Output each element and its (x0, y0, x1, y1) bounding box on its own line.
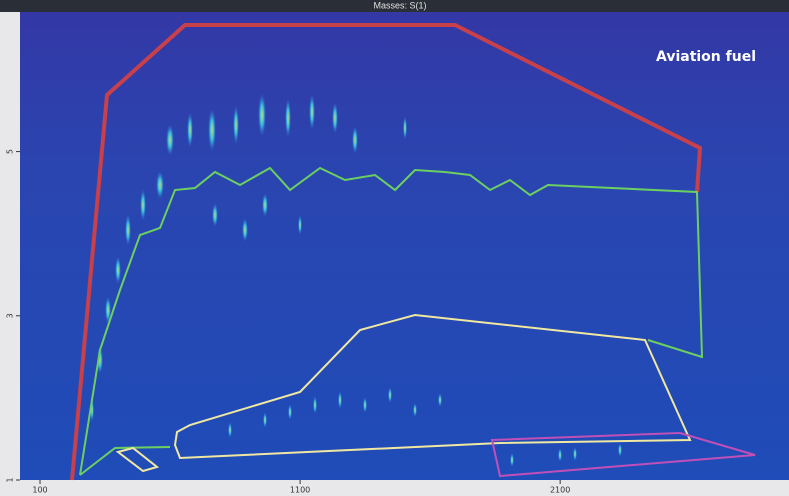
y-tick-label: 5 (6, 149, 15, 154)
x-tick-label: 2100 (550, 486, 570, 495)
y-tick-label: 3 (6, 313, 15, 318)
region-outline (115, 446, 160, 473)
region-outline (70, 23, 703, 481)
chart-title: Masses: S(1) (373, 0, 426, 10)
annotation: Aviation fuel (656, 49, 756, 65)
x-tick-label: 100 (32, 486, 47, 495)
title-bar (0, 0, 789, 12)
region-outline (79, 166, 704, 476)
y-tick-label: 1 (6, 477, 15, 482)
spots (90, 93, 622, 467)
plot-area (20, 12, 789, 480)
region-outline (173, 313, 692, 460)
region-outline (490, 431, 756, 478)
x-tick-label: 1100 (290, 486, 310, 495)
region-outline (79, 446, 171, 476)
